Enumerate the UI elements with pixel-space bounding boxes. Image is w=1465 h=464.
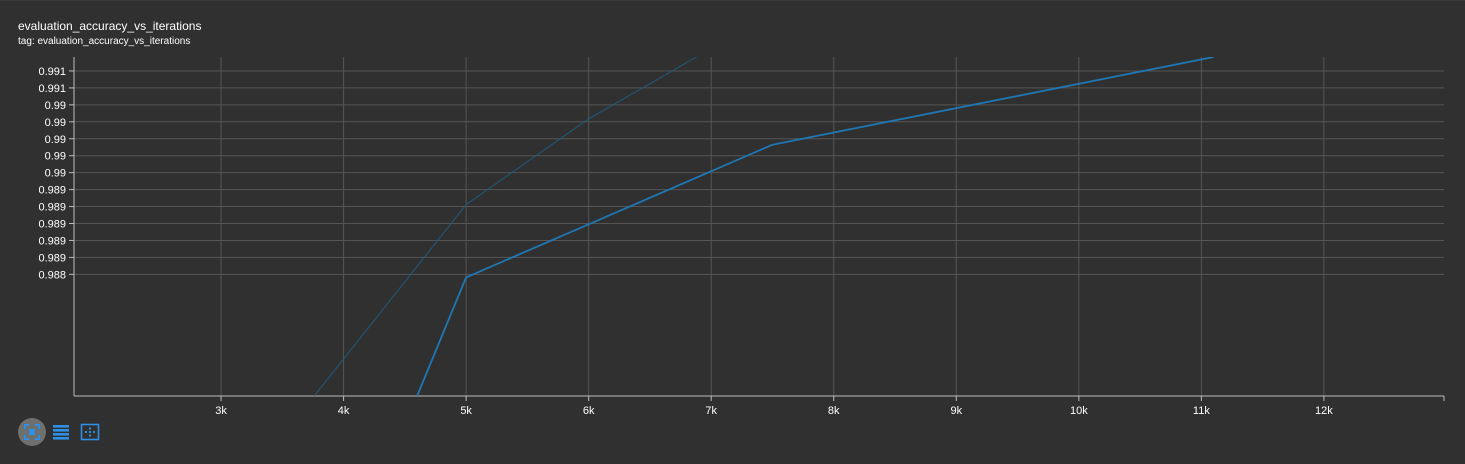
chart-title: evaluation_accuracy_vs_iterations (18, 19, 202, 33)
y-tick-label: 0.988 (38, 269, 66, 281)
y-tick-label: 0.99 (45, 100, 66, 112)
x-tick-label: 9k (950, 405, 962, 417)
y-tick-label: 0.989 (38, 252, 66, 264)
y-tick-label: 0.99 (45, 134, 66, 146)
chart-tag: tag: evaluation_accuracy_vs_iterations (18, 36, 191, 47)
y-tick-label: 0.99 (45, 117, 66, 129)
y-tick-label: 0.989 (38, 202, 66, 214)
chart-toolbar (18, 418, 105, 446)
y-tick-label: 0.989 (38, 185, 66, 197)
box-select-icon (80, 423, 100, 441)
x-tick-label: 12k (1315, 405, 1333, 417)
y-tick-label: 0.99 (45, 151, 66, 163)
smoothed-series-line[interactable] (416, 57, 1214, 396)
x-tick-label: 5k (460, 405, 472, 417)
box-select-button[interactable] (76, 418, 104, 446)
y-tick-label: 0.989 (38, 219, 66, 231)
y-tick-label: 0.99 (45, 168, 66, 180)
x-tick-label: 4k (338, 405, 350, 417)
log-scale-icon (53, 425, 69, 440)
x-tick-label: 8k (828, 405, 840, 417)
series-lines (313, 57, 1214, 396)
grid-lines (74, 57, 1444, 396)
x-tick-label: 7k (705, 405, 717, 417)
y-tick-label: 0.991 (38, 83, 66, 95)
x-tick-label: 6k (583, 405, 595, 417)
x-tick-label: 3k (215, 405, 227, 417)
y-tick-label: 0.989 (38, 235, 66, 247)
x-tick-label: 10k (1070, 405, 1088, 417)
fit-domain-button[interactable] (18, 418, 46, 446)
x-tick-label: 11k (1193, 405, 1210, 417)
fit-domain-icon (24, 424, 40, 440)
axes: 3k 4k 5k 6k 7k 8k 9k 10k 11k 12k 0.991 0.991 0.99 0.9… (38, 57, 1445, 417)
raw-series-line[interactable] (313, 57, 697, 396)
log-scale-button[interactable] (47, 418, 75, 446)
y-tick-label: 0.991 (38, 66, 66, 78)
